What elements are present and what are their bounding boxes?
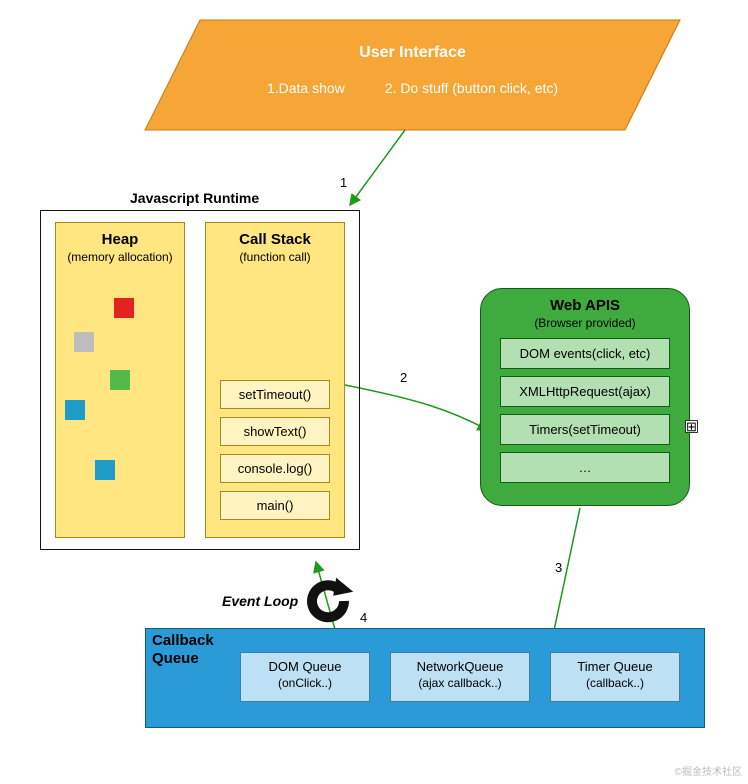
runtime-label: Javascript Runtime xyxy=(130,190,259,206)
expand-icon: ⊞ xyxy=(685,420,698,433)
webapi-item: … xyxy=(500,452,670,483)
stack-frame: setTimeout() xyxy=(220,380,330,409)
webapi-item: XMLHttpRequest(ajax) xyxy=(500,376,670,407)
heap-title: Heap xyxy=(56,231,184,248)
queue-item: Timer Queue(callback..) xyxy=(550,652,680,702)
callstack-subtitle: (function call) xyxy=(206,250,344,264)
arrow-label: 1 xyxy=(340,175,347,190)
callback-queue-title: Callback Queue xyxy=(152,632,214,668)
stack-frame: console.log() xyxy=(220,454,330,483)
callstack-title: Call Stack xyxy=(206,231,344,248)
callstack-panel: Call Stack (function call) setTimeout() s… xyxy=(205,222,345,538)
heap-object xyxy=(95,460,115,480)
ui-title: User Interface xyxy=(173,44,653,62)
stack-frame: showText() xyxy=(220,417,330,446)
watermark: ©掘金技术社区 xyxy=(675,763,742,778)
arrow-label: 3 xyxy=(555,560,562,575)
heap-subtitle: (memory allocation) xyxy=(56,250,184,264)
heap-object xyxy=(114,298,134,318)
arrow-label: 2 xyxy=(400,370,407,385)
webapi-item: DOM events(click, etc) xyxy=(500,338,670,369)
webapi-subtitle: (Browser provided) xyxy=(481,316,689,330)
stack-frame: main() xyxy=(220,491,330,520)
heap-object xyxy=(110,370,130,390)
user-interface-block: User Interface 1.Data show 2. Do stuff (… xyxy=(173,44,653,96)
event-loop-label: Event Loop xyxy=(222,593,298,609)
ui-item-1: 1.Data show xyxy=(267,80,345,96)
heap-object xyxy=(65,400,85,420)
heap-object xyxy=(74,332,94,352)
webapi-item: Timers(setTimeout) xyxy=(500,414,670,445)
queue-item: DOM Queue(onClick..) xyxy=(240,652,370,702)
ui-item-2: 2. Do stuff (button click, etc) xyxy=(385,80,558,96)
arrow-label: 4 xyxy=(360,610,367,625)
queue-item: NetworkQueue(ajax callback..) xyxy=(390,652,530,702)
webapi-box: Web APIS (Browser provided) DOM events(c… xyxy=(480,288,690,506)
webapi-title: Web APIS xyxy=(481,297,689,314)
